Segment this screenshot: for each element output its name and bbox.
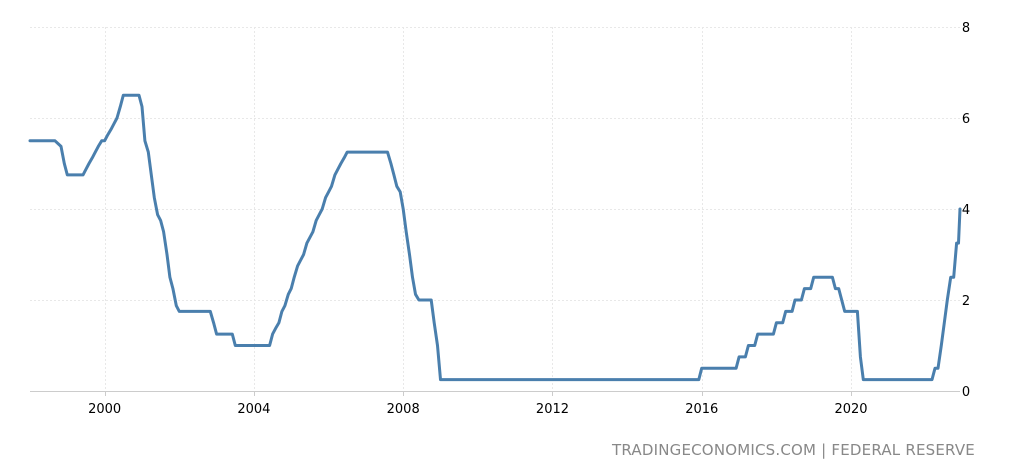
x-tick-label: 2016	[685, 402, 718, 417]
y-tick-label: 0	[962, 385, 970, 400]
series-line[interactable]	[28, 93, 962, 382]
x-tick-label: 2000	[88, 402, 121, 417]
y-tick-label: 8	[962, 21, 970, 36]
source-credit[interactable]: TRADINGECONOMICS.COM | FEDERAL RESERVE	[612, 441, 975, 459]
y-tick-label: 2	[962, 294, 970, 309]
x-tick-label: 2004	[237, 402, 270, 417]
x-tick-label: 2008	[387, 402, 420, 417]
series-group	[28, 93, 962, 382]
grid	[30, 27, 960, 392]
x-axis: 2000 2004 2008 2012 2016 2020	[88, 391, 868, 417]
x-tick-label: 2012	[536, 402, 569, 417]
y-axis: 0 2 4 6 8	[962, 21, 970, 400]
y-tick-label: 6	[962, 112, 970, 127]
x-tick-label: 2020	[834, 402, 867, 417]
y-tick-label: 4	[962, 203, 970, 218]
